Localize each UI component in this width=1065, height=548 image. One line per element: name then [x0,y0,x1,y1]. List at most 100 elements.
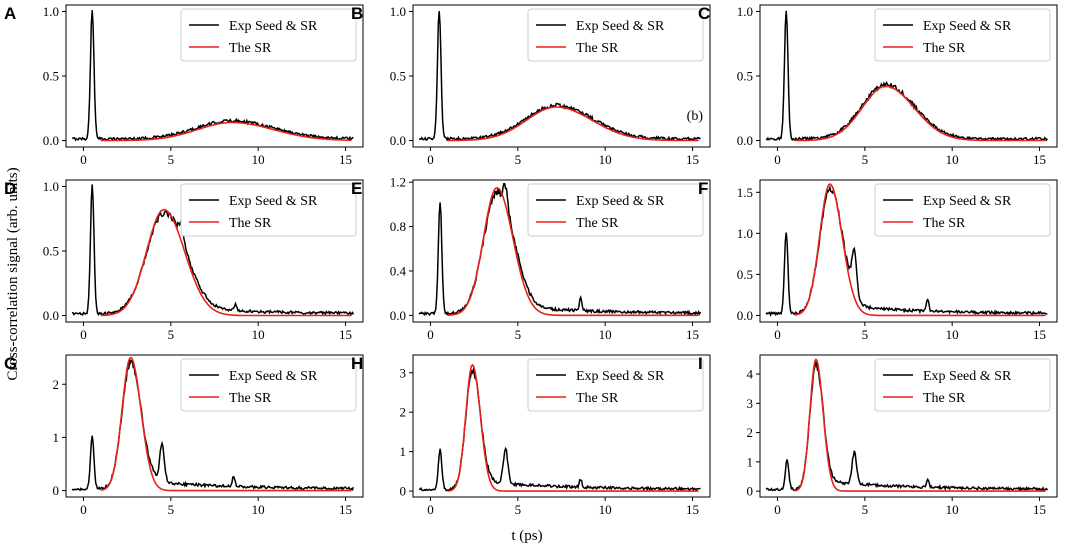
y-tick-label: 1 [53,430,60,445]
y-tick-label: 0 [747,484,754,499]
x-tick-label: 15 [686,502,699,517]
legend-label-exp: Exp Seed & SR [923,19,1012,34]
series-exp-seed-sr [418,10,701,142]
y-tick-label: 1.2 [390,175,406,190]
x-tick-label: 0 [427,502,434,517]
panel-letter: F [698,179,708,198]
panel-letter: E [351,179,362,198]
panel-letter: I [698,354,703,373]
x-tick-label: 5 [168,502,175,517]
panel-c: C 0 5 10 15 0.0 0.5 1.0 Exp Seed & SR The SR [698,4,1058,167]
y-tick-label: 1.0 [737,4,753,19]
x-tick-label: 0 [80,327,87,342]
y-tick-label: 0.5 [737,69,753,84]
x-tick-label: 10 [252,152,265,167]
legend-label-exp: Exp Seed & SR [576,194,665,209]
x-tick-label: 15 [339,502,352,517]
y-tick-label: 1.0 [737,226,753,241]
x-tick-label: 5 [515,502,522,517]
x-tick-label: 5 [168,152,175,167]
y-tick-label: 0 [400,484,407,499]
y-tick-label: 0.0 [737,133,753,148]
legend-box [874,8,1051,62]
legend-label-theory: The SR [576,216,619,231]
axes-frame [65,4,364,148]
y-tick-label: 1.0 [43,179,59,194]
axes-frame [412,179,711,323]
x-tick-label: 10 [599,502,612,517]
x-tick-label: 15 [686,327,699,342]
legend-box [180,183,357,237]
series-exp-seed-sr [765,10,1049,142]
y-tick-label: 4 [747,367,754,382]
series-the-sr [100,121,352,142]
legend-label-exp: Exp Seed & SR [229,194,318,209]
y-tick-label: 0.5 [390,69,406,84]
x-tick-label: 5 [862,152,869,167]
panel-e: E 0 5 10 15 0.0 0.4 0.8 1.2 Exp Seed & SR The SR [351,175,711,342]
legend-label-theory: The SR [923,41,966,56]
x-tick-label: 0 [427,152,434,167]
x-tick-label: 10 [946,327,959,342]
x-tick-label: 5 [862,327,869,342]
y-tick-label: 2 [53,377,60,392]
y-tick-label: 0.8 [390,219,406,234]
y-tick-label: 0.5 [737,267,753,282]
panel-h: H 0 5 10 15 0 1 2 3 Exp Seed & SR The SR [351,354,711,517]
x-tick-label: 10 [946,502,959,517]
series-the-sr [794,85,1046,142]
panel-letter: B [351,4,363,23]
series-the-sr [794,358,1046,492]
x-tick-label: 10 [946,152,959,167]
x-tick-label: 15 [339,327,352,342]
panel-b: B 0 5 10 15 0.0 0.5 1.0 Exp Seed & SR The SR (b) [351,4,711,167]
panel-g: G 0 5 10 15 0 1 2 Exp Seed & SR The SR [4,354,364,517]
series-exp-seed-sr [72,10,354,142]
y-tick-label: 2 [400,405,407,420]
series-the-sr [447,106,699,142]
panel-d: D 0 5 10 15 0.0 0.5 1.0 Exp Seed & SR The SR [4,179,364,342]
y-tick-label: 0.5 [43,244,59,259]
x-tick-label: 10 [599,152,612,167]
y-tick-label: 1 [400,444,407,459]
x-tick-label: 0 [774,502,781,517]
legend-label-exp: Exp Seed & SR [229,369,318,384]
axes-frame [412,354,711,498]
panel-annotation: (b) [687,109,704,124]
x-tick-label: 0 [80,502,87,517]
legend-label-exp: Exp Seed & SR [576,369,665,384]
x-tick-label: 10 [252,502,265,517]
panel-letter: H [351,354,363,373]
series-the-sr [794,183,1046,317]
y-tick-label: 0.5 [43,69,59,84]
y-tick-label: 3 [747,396,754,411]
legend-box [180,8,357,62]
x-tick-label: 15 [1033,152,1046,167]
y-tick-label: 0.0 [390,133,406,148]
x-tick-label: 0 [774,327,781,342]
panel-i: I 0 5 10 15 0 1 2 3 4 Exp Seed & SR The SR [698,354,1058,517]
legend-label-theory: The SR [229,41,272,56]
legend-label-theory: The SR [923,391,966,406]
y-tick-label: 2 [747,425,754,440]
y-tick-label: 0 [53,483,60,498]
x-tick-label: 5 [168,327,175,342]
legend-label-exp: Exp Seed & SR [576,19,665,34]
legend-label-theory: The SR [576,41,619,56]
series-the-sr [100,356,352,492]
x-tick-label: 10 [599,327,612,342]
y-tick-label: 0.0 [43,133,59,148]
y-tick-label: 1 [747,454,754,469]
y-tick-label: 0.4 [390,263,407,278]
axes-frame [412,4,711,148]
axes-frame [65,179,364,323]
y-tick-label: 0.0 [390,308,406,323]
legend-box [874,358,1051,412]
legend-label-exp: Exp Seed & SR [229,19,318,34]
panel-letter: A [4,4,16,23]
y-tick-label: 0.0 [43,308,59,323]
y-axis-label: Cross-correlation signal (arb. units) [5,167,21,380]
x-tick-label: 5 [515,327,522,342]
axes-frame [759,4,1058,148]
